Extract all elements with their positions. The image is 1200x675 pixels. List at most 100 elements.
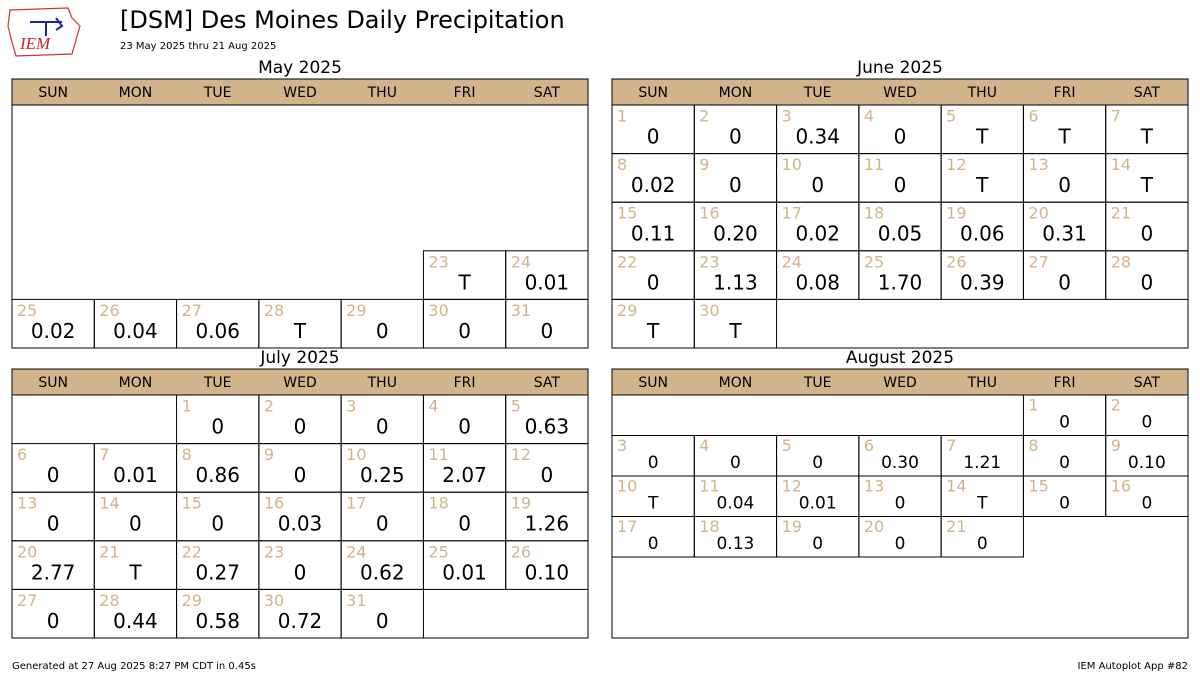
precip-value: 0 bbox=[211, 415, 224, 439]
day-number: 30 bbox=[264, 591, 284, 610]
weekday-label: WED bbox=[883, 375, 916, 391]
day-number: 26 bbox=[99, 301, 119, 320]
weekday-header bbox=[611, 78, 1189, 106]
day-number: 31 bbox=[346, 591, 366, 610]
weekday-label: SUN bbox=[638, 375, 668, 391]
precip-value: 0.01 bbox=[113, 463, 158, 487]
day-number: 28 bbox=[1111, 252, 1131, 271]
weekday-label: TUE bbox=[203, 375, 232, 391]
weekday-label: SAT bbox=[534, 85, 561, 101]
weekday-label: THU bbox=[967, 375, 997, 391]
precip-value: T bbox=[647, 494, 659, 514]
precip-value: 1.26 bbox=[525, 512, 570, 536]
precip-value: 0 bbox=[729, 173, 742, 197]
month-title: May 2025 bbox=[258, 58, 342, 78]
day-number: 21 bbox=[946, 517, 966, 536]
precip-value: 1.21 bbox=[963, 453, 1001, 473]
day-cell bbox=[505, 540, 589, 590]
precip-value: 0.86 bbox=[195, 463, 240, 487]
weekday-label: SUN bbox=[38, 375, 68, 391]
day-cell bbox=[940, 516, 1024, 558]
day-number: 1 bbox=[617, 107, 627, 126]
precip-value: 0 bbox=[811, 173, 824, 197]
precip-value: 0.02 bbox=[31, 319, 76, 343]
day-number: 6 bbox=[864, 436, 874, 455]
day-cell bbox=[1105, 475, 1189, 517]
precip-value: 0 bbox=[47, 463, 60, 487]
day-number: 15 bbox=[617, 204, 637, 223]
weekday-label: MON bbox=[119, 375, 153, 391]
day-number: 18 bbox=[428, 494, 448, 513]
precip-value: T bbox=[1057, 125, 1071, 149]
day-number: 25 bbox=[428, 542, 448, 561]
precip-value: 0 bbox=[1059, 494, 1070, 514]
day-number: 19 bbox=[946, 204, 966, 223]
day-cell bbox=[1105, 250, 1189, 300]
day-number: 21 bbox=[1111, 204, 1131, 223]
footer-right: IEM Autoplot App #82 bbox=[1078, 661, 1188, 672]
day-number: 13 bbox=[1028, 155, 1048, 174]
day-number: 16 bbox=[264, 494, 284, 513]
day-number: 12 bbox=[782, 477, 802, 496]
precip-value: 1.70 bbox=[878, 270, 923, 294]
precip-value: T bbox=[128, 560, 142, 584]
weekday-label: SAT bbox=[534, 375, 561, 391]
weekday-label: MON bbox=[719, 375, 753, 391]
precip-value: 0.39 bbox=[960, 270, 1005, 294]
precip-value: 0.25 bbox=[360, 463, 405, 487]
precip-value: 0.04 bbox=[716, 494, 754, 514]
precip-value: 0 bbox=[376, 415, 389, 439]
day-number: 9 bbox=[699, 155, 709, 174]
day-number: 17 bbox=[346, 494, 366, 513]
precip-value: T bbox=[975, 125, 989, 149]
weekday-label: FRI bbox=[454, 85, 476, 101]
precip-value: 0 bbox=[812, 453, 823, 473]
precip-value: 0 bbox=[376, 319, 389, 343]
day-number: 22 bbox=[182, 542, 202, 561]
precip-value: T bbox=[1140, 173, 1154, 197]
day-cell bbox=[693, 298, 778, 349]
day-number: 1 bbox=[182, 397, 192, 416]
precip-value: 0.34 bbox=[795, 125, 840, 149]
day-number: 12 bbox=[946, 155, 966, 174]
day-number: 3 bbox=[346, 397, 356, 416]
day-number: 18 bbox=[699, 517, 719, 536]
precip-value: 0 bbox=[1140, 270, 1153, 294]
precip-value: 0 bbox=[894, 173, 907, 197]
day-number: 11 bbox=[864, 155, 884, 174]
day-number: 15 bbox=[182, 494, 202, 513]
precip-value: 0 bbox=[1059, 453, 1070, 473]
day-number: 13 bbox=[864, 477, 884, 496]
day-cell bbox=[505, 298, 589, 349]
day-number: 18 bbox=[864, 204, 884, 223]
weekday-label: SAT bbox=[1134, 85, 1161, 101]
weekday-label: SUN bbox=[38, 85, 68, 101]
day-number: 8 bbox=[617, 155, 627, 174]
day-number: 16 bbox=[699, 204, 719, 223]
precip-value: 0.02 bbox=[795, 222, 840, 246]
precip-value: 0.06 bbox=[195, 319, 240, 343]
day-number: 11 bbox=[428, 445, 448, 464]
precip-value: 0 bbox=[729, 125, 742, 149]
day-number: 26 bbox=[511, 542, 531, 561]
logo: IEM bbox=[7, 7, 81, 57]
weekday-label: FRI bbox=[454, 375, 476, 391]
precip-value: 0.31 bbox=[1042, 222, 1087, 246]
precip-value: 0.63 bbox=[525, 415, 570, 439]
precip-value: 0.05 bbox=[878, 222, 923, 246]
precip-value: 0 bbox=[294, 560, 307, 584]
precip-value: 0 bbox=[647, 270, 660, 294]
month-title: July 2025 bbox=[259, 348, 339, 368]
precip-value: 0.01 bbox=[525, 270, 570, 294]
logo-outline bbox=[7, 7, 81, 57]
day-number: 20 bbox=[1028, 204, 1048, 223]
precip-value: 0.10 bbox=[1128, 453, 1166, 473]
precip-value: 0 bbox=[1058, 270, 1071, 294]
precip-value: 1.13 bbox=[713, 270, 758, 294]
weekday-label: TUE bbox=[803, 375, 832, 391]
precip-value: 0 bbox=[458, 512, 471, 536]
precip-value: T bbox=[293, 319, 307, 343]
day-number: 10 bbox=[782, 155, 802, 174]
day-number: 10 bbox=[617, 477, 637, 496]
day-number: 13 bbox=[17, 494, 37, 513]
